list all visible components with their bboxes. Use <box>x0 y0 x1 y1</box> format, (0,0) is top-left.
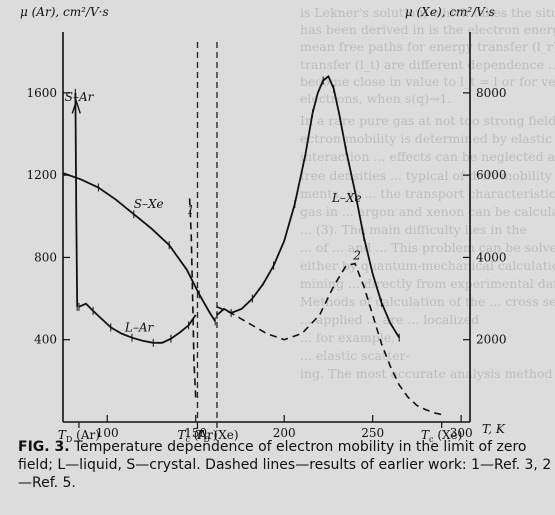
x-tick-label: 250 <box>361 426 384 440</box>
y-left-axis-title: μ (Ar), cm²/V·s <box>20 5 109 19</box>
x-tick-label: 150 <box>184 426 207 440</box>
curve-s-xe <box>62 172 216 322</box>
x-special-tick-label: TD (Xe) <box>195 428 238 444</box>
curve-label: L–Xe <box>331 191 362 205</box>
x-tick-label: 200 <box>273 426 296 440</box>
chart-labels: μ (Ar), cm²/V·s μ (Xe), cm²/V·s T, K 400 800… <box>20 5 507 444</box>
x-special-tick-label: TD (Ar) <box>58 428 100 444</box>
x-tick-label: 300 <box>450 426 473 440</box>
chart-curves <box>62 74 442 416</box>
curve-label: S–Ar <box>65 90 95 104</box>
chart-axes <box>62 32 471 428</box>
x-special-tick-label: Tc (Xe) <box>421 428 462 444</box>
curve-label: L–Ar <box>124 320 155 334</box>
x-axis-title: T, K <box>482 422 506 436</box>
curve-label: S–Xe <box>134 197 164 211</box>
curve-label: 2 <box>352 248 361 262</box>
curve-l-ar <box>78 302 197 344</box>
figure-caption: FIG. 3. Temperature dependence of electr… <box>18 438 553 492</box>
curve-1 <box>188 195 197 398</box>
caption-text: Temperature dependence of electron mobil… <box>18 439 552 491</box>
y-right-tick-label: 2000 <box>476 333 507 347</box>
y-right-axis-title: μ (Xe), cm²/V·s <box>405 5 495 19</box>
curve-l-xe <box>216 74 400 339</box>
y-right-tick-label: 8000 <box>476 86 507 100</box>
x-special-tick-label: Tc (Ar) <box>177 428 217 444</box>
y-left-tick-label: 400 <box>34 333 57 347</box>
y-right-tick-label: 4000 <box>476 250 507 264</box>
arrow-icon <box>71 98 81 114</box>
y-left-tick-label: 1200 <box>26 168 57 182</box>
y-right-tick-label: 6000 <box>476 168 507 182</box>
curve-label: 1 <box>187 203 195 217</box>
y-left-tick-label: 800 <box>34 250 57 264</box>
curve-2 <box>216 262 442 416</box>
x-tick-label: 100 <box>96 426 119 440</box>
caption-label: FIG. 3. <box>18 439 70 455</box>
y-left-tick-label: 1600 <box>26 86 57 100</box>
curve-s-ar <box>74 92 79 307</box>
